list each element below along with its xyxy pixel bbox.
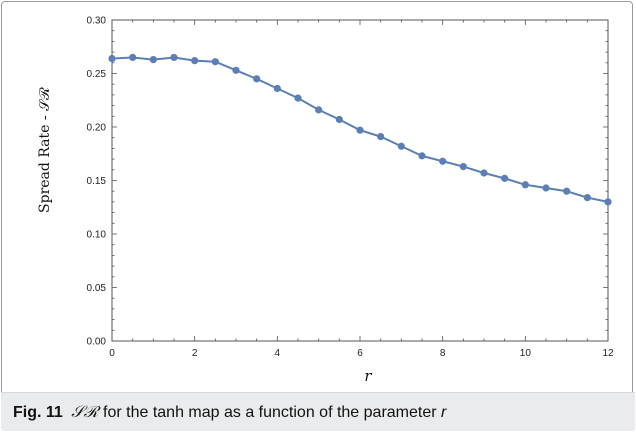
data-point: [335, 115, 343, 124]
data-point: [521, 181, 529, 189]
data-point: [418, 152, 426, 160]
caption-sr-symbol: 𝒮ℛ: [71, 402, 99, 421]
data-point: [232, 66, 240, 74]
y-tick-label: 0.10: [87, 230, 107, 241]
data-point: [377, 133, 385, 141]
data-point: [211, 58, 219, 66]
figure-caption: Fig. 11 𝒮ℛ for the tanh map as a functio…: [13, 402, 446, 422]
x-axis-label: r: [364, 367, 372, 385]
data-point: [542, 184, 550, 192]
x-tick-label: 8: [440, 348, 446, 359]
x-tick-label: 2: [192, 348, 198, 359]
x-axis-ticks: 0 2 4 6 8 10 12: [109, 20, 614, 359]
data-point: [563, 187, 571, 195]
data-point: [129, 53, 137, 62]
plot-frame: [111, 19, 609, 342]
data-point: [253, 75, 261, 83]
y-tick-label: 0.20: [87, 123, 107, 134]
data-point: [315, 106, 323, 114]
data-point: [149, 55, 157, 64]
caption-figure-label: Fig. 11: [13, 404, 63, 421]
data-point: [170, 53, 178, 62]
plot-border: [111, 19, 609, 342]
caption-text: for the tanh map as a function of the pa…: [103, 404, 437, 421]
data-point: [108, 54, 116, 63]
data-point: [191, 57, 199, 65]
series-layer: [108, 53, 612, 206]
x-tick-label: 6: [357, 348, 363, 359]
data-point: [604, 198, 612, 206]
data-point: [480, 169, 488, 177]
data-point: [459, 162, 467, 171]
x-tick-label: 4: [275, 348, 281, 359]
data-point: [439, 157, 447, 165]
data-point: [501, 174, 509, 182]
y-tick-label: 0.30: [87, 16, 107, 27]
data-point: [356, 126, 364, 134]
data-point: [583, 194, 591, 202]
y-tick-label: 0.05: [87, 283, 107, 294]
y-axis-label: Spread Rate - 𝒮ℛ: [37, 87, 53, 213]
caption-band: Fig. 11 𝒮ℛ for the tanh map as a functio…: [1, 392, 635, 431]
caption-variable: r: [441, 404, 447, 421]
chart: 0 2 4 6 8 10 12 0.00 0.05 0.10 0.15 0.20 0.25 0.30 r…: [37, 16, 614, 386]
x-tick-label: 12: [602, 348, 614, 359]
y-tick-label: 0.15: [87, 176, 107, 187]
data-point: [273, 84, 281, 93]
y-tick-label: 0.25: [87, 69, 107, 80]
y-tick-label: 0.00: [87, 337, 107, 348]
data-point: [294, 94, 302, 102]
x-tick-label: 0: [109, 348, 115, 359]
y-axis-ticks: 0.00 0.05 0.10 0.15 0.20 0.25 0.30: [87, 16, 608, 348]
x-tick-label: 10: [520, 348, 532, 359]
data-point: [397, 142, 405, 150]
